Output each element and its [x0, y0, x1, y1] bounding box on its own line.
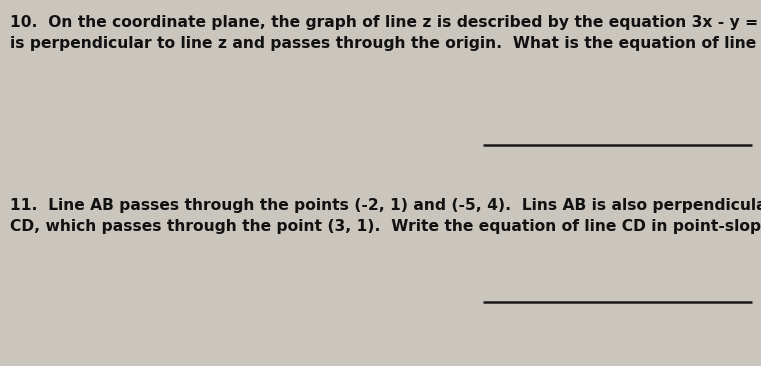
- Text: 11.  Line AB passes through the points (-2, 1) and (-5, 4).  Lins AB is also per: 11. Line AB passes through the points (-…: [10, 198, 761, 234]
- Text: 10.  On the coordinate plane, the graph of line z is described by the equation 3: 10. On the coordinate plane, the graph o…: [10, 15, 761, 51]
